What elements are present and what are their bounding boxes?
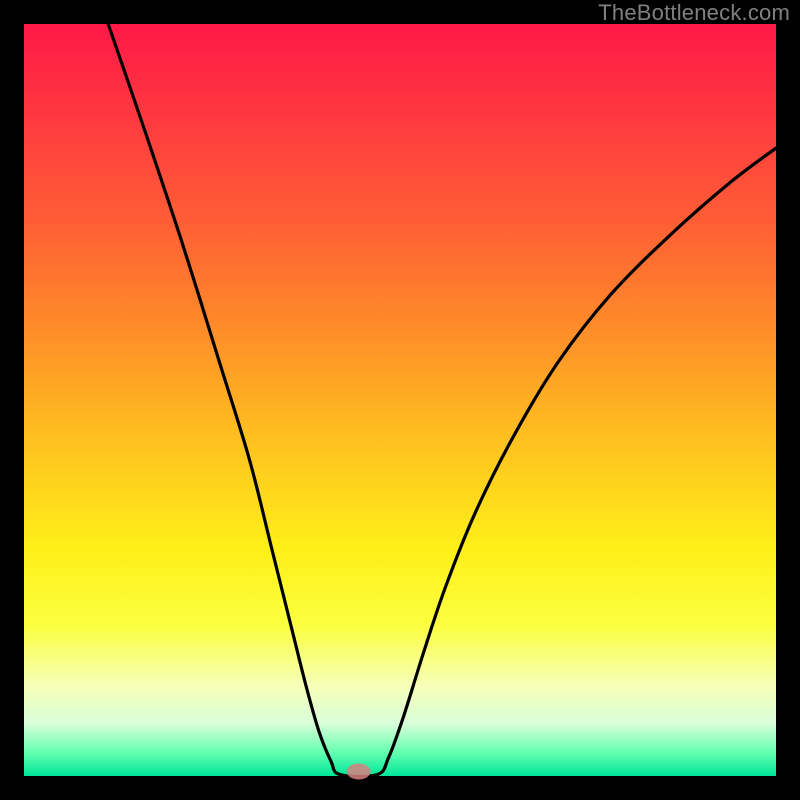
optimal-marker [347, 763, 371, 779]
watermark-text: TheBottleneck.com [598, 0, 790, 26]
chart-svg [0, 0, 800, 800]
bottleneck-chart: TheBottleneck.com [0, 0, 800, 800]
chart-background [24, 24, 776, 776]
